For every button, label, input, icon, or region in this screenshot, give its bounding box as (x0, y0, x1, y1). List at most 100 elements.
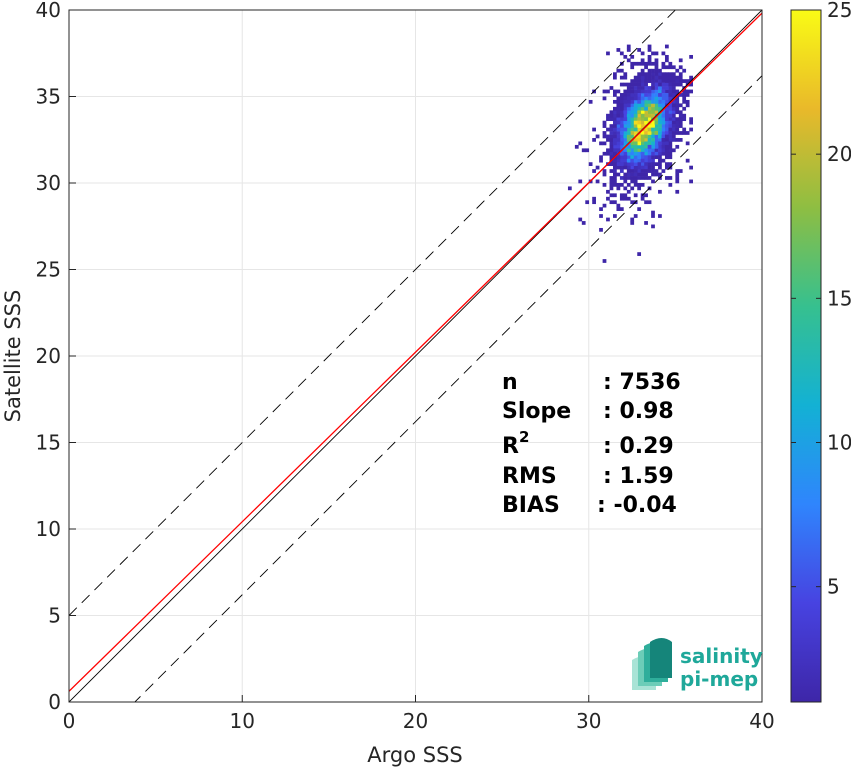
density-cell (668, 144, 673, 149)
density-cell (626, 48, 631, 52)
density-cell (626, 117, 631, 122)
density-cell (637, 158, 642, 163)
density-cell (633, 61, 638, 66)
density-cell (640, 151, 645, 156)
density-cell (661, 82, 666, 87)
density-cell (623, 155, 628, 160)
density-cell (685, 158, 690, 163)
line-regression (69, 12, 762, 692)
density-cell (654, 103, 659, 108)
density-cell (609, 131, 614, 135)
density-cell (658, 165, 662, 170)
density-cell (651, 106, 655, 111)
y-tick-label: 40 (36, 0, 61, 22)
density-cell (678, 138, 683, 142)
density-cell (664, 131, 669, 135)
density-cell (637, 82, 642, 87)
density-cell (633, 172, 638, 177)
density-cell (644, 193, 648, 198)
stat-r2-superscript: 2 (519, 428, 529, 446)
density-cell (637, 252, 642, 256)
density-cell (609, 151, 614, 156)
density-cell (678, 124, 683, 128)
density-cell (613, 151, 617, 156)
density-cell (640, 106, 645, 111)
density-cell (609, 141, 614, 146)
density-cell (619, 82, 624, 87)
density-cell (651, 155, 655, 160)
density-cell (654, 172, 659, 177)
density-cell (668, 117, 673, 122)
density-cell (619, 134, 624, 139)
density-cell (651, 103, 655, 108)
density-cell (668, 176, 673, 180)
density-cell (640, 176, 645, 180)
reference-lines (69, 10, 762, 702)
density-cell (685, 103, 690, 108)
density-cell (658, 155, 662, 160)
density-cell (651, 75, 655, 80)
density-cell (644, 86, 648, 90)
colorbar (790, 9, 822, 703)
density-cell (619, 75, 624, 80)
density-cell (675, 68, 680, 73)
density-cell (675, 176, 680, 180)
density-cell (685, 141, 690, 146)
density-cell (658, 131, 662, 135)
density-cell (682, 113, 687, 118)
density-cell (637, 124, 642, 128)
density-cell (640, 134, 645, 139)
density-cell (630, 93, 635, 97)
density-cell (613, 138, 617, 142)
density-cell (609, 86, 614, 90)
density-cell (658, 148, 662, 153)
density-cell (647, 124, 652, 128)
density-cell (647, 44, 652, 49)
density-cell (658, 162, 662, 166)
density-cell (644, 106, 648, 111)
density-cell (647, 75, 652, 80)
density-cell (616, 165, 621, 170)
density-cell (661, 72, 666, 77)
density-cell (602, 131, 607, 135)
density-cell (675, 144, 680, 149)
colorbar-tick-label: 5 (827, 575, 840, 599)
density-cell (658, 151, 662, 156)
density-cell (626, 158, 631, 163)
density-cell (640, 68, 645, 73)
density-cell (637, 79, 642, 83)
density-cell (664, 165, 669, 170)
density-cell (651, 151, 655, 156)
density-cell (616, 127, 621, 132)
density-cell (633, 117, 638, 122)
density-cell (661, 127, 666, 132)
density-cell (651, 131, 655, 135)
density-cell (640, 158, 645, 163)
density-cell (651, 89, 655, 94)
density-cell (616, 134, 621, 139)
density-cell (623, 106, 628, 111)
density-cell (616, 186, 621, 191)
density-cell (606, 138, 610, 142)
density-cell (623, 120, 628, 125)
density-cell (651, 82, 655, 87)
density-cell (668, 86, 673, 90)
density-cell (689, 54, 693, 59)
density-cell (640, 110, 645, 115)
density-cell (647, 68, 652, 73)
density-cell (654, 96, 659, 101)
density-cell (630, 106, 635, 111)
density-cell (668, 183, 673, 187)
density-cell (626, 176, 631, 180)
density-cell (654, 131, 659, 135)
density-cell (647, 148, 652, 153)
density-cell (637, 207, 642, 211)
density-cell (640, 99, 645, 104)
density-cell (675, 89, 680, 94)
density-cell (626, 172, 631, 177)
density-cell (661, 131, 666, 135)
density-cell (658, 93, 662, 97)
colorbar-ticks: 5 10 15 20 25 (791, 0, 851, 599)
density-cell (633, 169, 638, 173)
density-cell (654, 89, 659, 94)
